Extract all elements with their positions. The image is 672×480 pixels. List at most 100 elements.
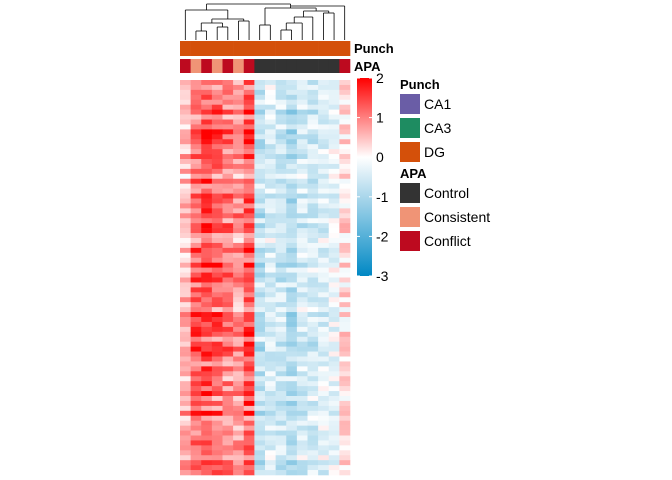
heatmap-cell <box>307 326 319 333</box>
heatmap-cell <box>190 297 202 303</box>
heatmap-cell <box>222 267 234 273</box>
heatmap-cell <box>254 440 266 446</box>
heatmap-cell <box>307 129 319 135</box>
heatmap-cell <box>328 326 340 333</box>
heatmap-cell <box>339 208 351 214</box>
heatmap-cell <box>339 119 351 125</box>
heatmap-cell <box>307 247 319 254</box>
heatmap-cell <box>180 282 191 288</box>
heatmap-cell <box>296 252 308 259</box>
heatmap-cell <box>201 415 213 421</box>
heatmap-cell <box>286 173 298 180</box>
heatmap-cell <box>318 336 330 342</box>
heatmap-cell <box>339 405 351 412</box>
heatmap-cell <box>222 213 234 219</box>
heatmap-cell <box>201 124 213 130</box>
heatmap-cell <box>328 228 340 234</box>
heatmap-cell <box>286 455 298 461</box>
heatmap-cell <box>339 331 351 338</box>
heatmap-cell <box>254 331 266 338</box>
heatmap-cell <box>201 238 213 244</box>
heatmap-cell <box>307 208 319 214</box>
heatmap-cell <box>254 307 266 313</box>
legend-item-label: Consistent <box>424 209 490 225</box>
heatmap-cell <box>201 99 213 105</box>
heatmap-cell <box>180 396 191 402</box>
heatmap-cell <box>275 80 287 86</box>
heatmap-cell <box>180 99 191 105</box>
legend-swatch <box>400 183 420 203</box>
heatmap-cell <box>190 470 202 476</box>
heatmap-cell <box>243 193 255 199</box>
heatmap-cell <box>180 208 191 214</box>
heatmap-cell <box>233 445 245 451</box>
heatmap-cell <box>190 252 202 259</box>
heatmap-cell <box>275 391 287 397</box>
heatmap-cell <box>201 391 213 397</box>
heatmap-cell <box>201 470 213 476</box>
heatmap-cell <box>233 80 245 86</box>
heatmap-cell <box>296 159 308 165</box>
heatmap-cell <box>243 163 255 170</box>
heatmap-cell <box>201 331 213 338</box>
heatmap-cell <box>286 336 298 342</box>
heatmap-cell <box>243 391 255 397</box>
heatmap-cell <box>211 198 223 204</box>
heatmap-cell <box>211 341 223 347</box>
heatmap-cell <box>286 233 298 239</box>
heatmap-cell <box>201 193 213 199</box>
heatmap-cell <box>339 420 351 426</box>
heatmap-cell <box>275 361 287 367</box>
heatmap-cell <box>307 154 319 160</box>
heatmap-cell <box>328 381 340 387</box>
heatmap-cell <box>286 119 298 125</box>
heatmap-cell <box>296 410 308 417</box>
heatmap-cell <box>318 425 330 431</box>
heatmap-cell <box>254 94 266 101</box>
heatmap-cell <box>307 114 319 120</box>
heatmap-cell <box>211 89 223 96</box>
heatmap-cell <box>339 460 351 466</box>
heatmap-cell <box>211 183 223 189</box>
apa-track-cell <box>286 59 298 73</box>
heatmap-cell <box>190 460 202 466</box>
heatmap-cell <box>243 405 255 412</box>
heatmap-cell <box>275 183 287 189</box>
heatmap-cell <box>318 238 330 244</box>
legend-item-label: CA1 <box>424 96 451 112</box>
heatmap-cell <box>275 178 287 184</box>
heatmap-cell <box>328 435 340 441</box>
heatmap-cell <box>180 272 191 278</box>
heatmap-cell <box>339 282 351 288</box>
heatmap-cell <box>286 435 298 441</box>
heatmap-cell <box>265 460 276 466</box>
heatmap-cell <box>243 183 255 189</box>
heatmap-cell <box>201 114 213 120</box>
heatmap-cell <box>318 386 330 392</box>
heatmap-cell <box>275 94 287 101</box>
heatmap-cell <box>307 104 319 110</box>
heatmap-cell <box>233 154 245 160</box>
heatmap-cell <box>328 331 340 338</box>
heatmap-cell <box>254 371 266 377</box>
heatmap-cell <box>275 317 287 323</box>
heatmap-cell <box>265 415 276 421</box>
heatmap-cell <box>275 262 287 268</box>
heatmap-cell <box>243 302 255 308</box>
heatmap-cell <box>211 218 223 224</box>
heatmap-cell <box>275 410 287 417</box>
heatmap-cell <box>307 445 319 451</box>
heatmap-cell <box>211 114 223 120</box>
heatmap-cell <box>243 203 255 209</box>
heatmap-cell <box>296 470 308 476</box>
heatmap-cell <box>254 391 266 397</box>
heatmap-cell <box>286 351 298 357</box>
heatmap-cell <box>339 341 351 347</box>
heatmap-cell <box>254 420 266 426</box>
heatmap-cell <box>339 193 351 199</box>
heatmap-cell <box>307 124 319 130</box>
heatmap-cell <box>211 257 223 263</box>
heatmap-cell <box>328 430 340 436</box>
heatmap-cell <box>296 94 308 101</box>
heatmap-cell <box>275 238 287 244</box>
